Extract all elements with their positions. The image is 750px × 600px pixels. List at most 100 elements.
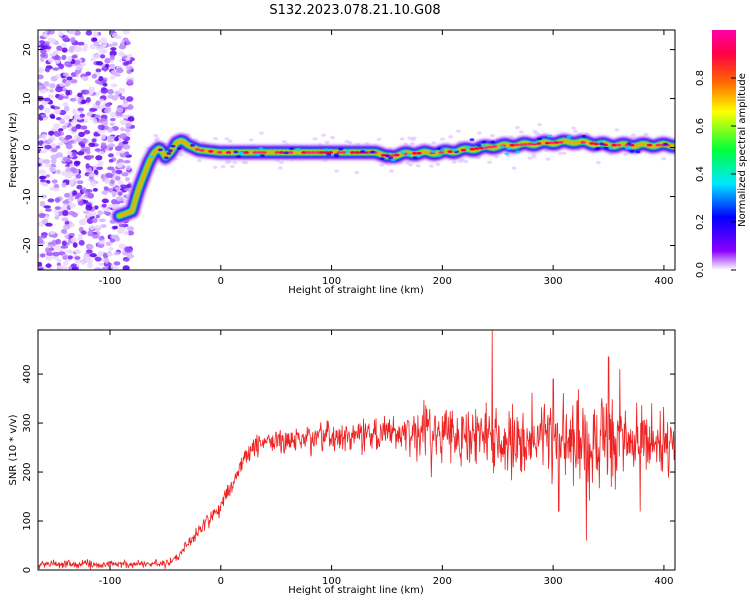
ridge-peak [323,151,329,154]
ridge-speckle [506,147,512,150]
noise-speckle [69,203,76,209]
noise-speckle [71,167,78,174]
halo-speckle [278,160,284,165]
noise-speckle [50,158,57,165]
ridge-peak [194,148,201,151]
noise-speckle [69,139,75,144]
ridge-peak [199,149,205,152]
noise-speckle [62,266,68,270]
ridge-speckle [629,150,635,153]
noise-speckle [98,75,104,82]
noise-speckle [52,187,61,192]
noise-speckle [85,97,91,103]
noise-speckle [82,89,90,95]
noise-speckle [100,87,109,94]
noise-speckle [54,197,61,203]
halo-speckle [312,137,318,141]
noise-speckle [40,194,47,199]
ridge-peak [389,154,396,157]
ridge-peak [478,146,484,150]
noise-speckle [38,134,43,139]
noise-speckle [50,115,56,119]
noise-speckle [71,152,77,157]
halo-speckle [399,137,405,141]
noise-speckle [95,163,103,168]
noise-speckle [94,114,101,119]
noise-speckle [61,182,67,188]
noise-speckle [79,125,88,130]
halo-speckle [527,156,533,160]
noise-speckle [68,30,76,35]
noise-speckle [98,262,104,267]
noise-speckle [69,97,77,102]
noise-speckle [125,57,131,61]
noise-speckle [126,79,134,85]
ridge-peak [274,151,280,154]
snr-series-line [38,330,675,570]
noise-speckle [112,41,118,47]
noise-speckle [87,244,94,250]
noise-speckle [45,174,51,178]
ridge-speckle [406,152,412,156]
noise-speckle [69,45,75,50]
noise-speckle [68,210,76,216]
noise-speckle [46,252,54,256]
noise-speckle [80,99,87,105]
noise-speckle [53,130,62,137]
colorbar-tick-label: 0.0 [695,262,706,278]
noise-speckle [48,130,55,136]
noise-speckle [115,175,121,181]
noise-speckle [44,107,51,114]
halo-speckle [428,164,434,168]
noise-speckle [110,75,115,80]
noise-speckle [47,138,53,144]
noise-speckle [55,152,64,158]
noise-speckle [62,255,68,260]
ridge-peak [460,148,467,152]
noise-speckle [61,43,67,47]
noise-speckle [77,107,85,112]
halo-speckle [451,160,457,164]
noise-speckle [97,98,105,102]
noise-speckle [89,253,97,258]
noise-speckle [49,166,55,173]
ridge-speckle [283,151,289,155]
noise-speckle [54,59,61,64]
noise-speckle [104,63,110,69]
noise-speckle [89,44,96,50]
noise-speckle [95,68,102,73]
x-tick-label: 200 [433,276,452,287]
figure-title: S132.2023.078.21.10.G08 [269,3,440,18]
halo-speckle [514,126,520,130]
ridge-peak [438,151,444,154]
y-tick-label: 10 [22,92,33,105]
noise-speckle [76,180,84,185]
ridge-peak [310,151,316,154]
noise-speckle [70,263,77,268]
noise-speckle [78,131,85,137]
noise-speckle [53,123,61,129]
noise-speckle [67,56,72,63]
noise-speckle [85,71,92,76]
noise-speckle [91,73,97,79]
ridge-speckle [170,144,176,148]
noise-speckle [53,183,60,189]
noise-speckle [120,127,126,132]
noise-speckle [93,267,100,270]
halo-speckle [489,133,495,138]
noise-speckle [109,63,116,70]
noise-speckle [92,118,98,124]
noise-speckle [64,136,70,141]
noise-speckle [54,74,62,78]
noise-speckle [74,249,81,255]
halo-speckle [622,152,628,157]
noise-speckle [43,97,51,102]
ridge-speckle [379,157,385,161]
noise-speckle [123,61,129,66]
noise-speckle [48,57,54,63]
ridge-speckle [595,146,601,150]
halo-speckle [463,159,469,164]
noise-speckle [46,249,52,254]
noise-speckle [101,190,108,196]
noise-speckle [61,54,67,61]
